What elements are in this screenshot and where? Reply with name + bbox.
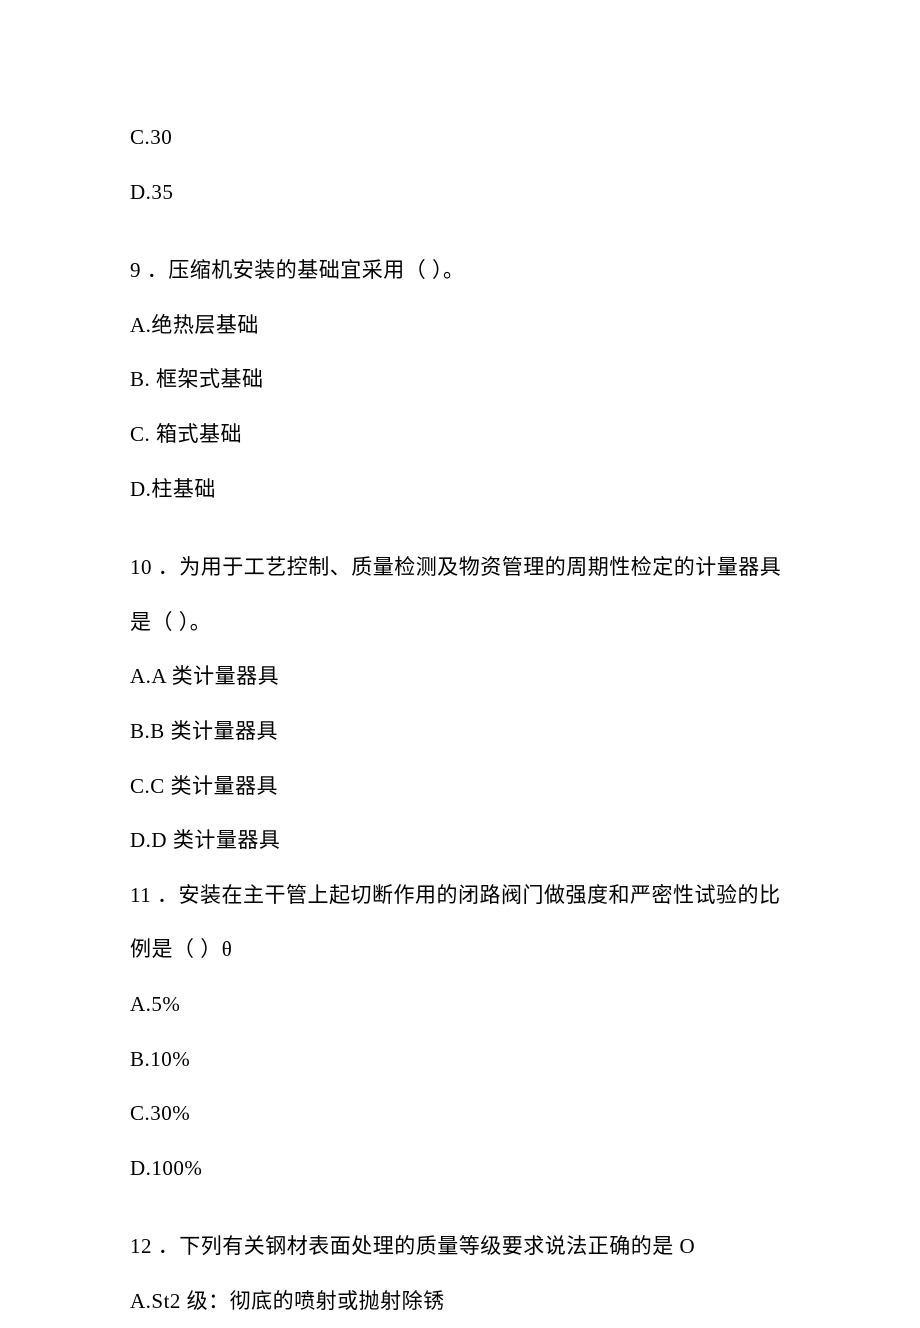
option-text: C.30% xyxy=(130,1086,790,1141)
option-text: C. 箱式基础 xyxy=(130,407,790,462)
option-text: D.D 类计量器具 xyxy=(130,813,790,868)
spacer xyxy=(130,1195,790,1219)
option-text: C.30 xyxy=(130,110,790,165)
option-text: B. 框架式基础 xyxy=(130,352,790,407)
option-text: D.100% xyxy=(130,1141,790,1196)
question-text: 10 ．为用于工艺控制、质量检测及物资管理的周期性检定的计量器具 xyxy=(130,540,790,595)
question-text: 11 ．安装在主干管上起切断作用的闭路阀门做强度和严密性试验的比 xyxy=(130,868,790,923)
question-text: 是（ ）。 xyxy=(130,595,790,650)
question-text: 9 ．压缩机安装的基础宜采用（ ）。 xyxy=(130,243,790,298)
question-text: 12 ．下列有关钢材表面处理的质量等级要求说法正确的是 O xyxy=(130,1219,790,1274)
option-text: B.10% xyxy=(130,1032,790,1087)
option-text: A.A 类计量器具 xyxy=(130,649,790,704)
spacer xyxy=(130,516,790,540)
option-text: D.35 xyxy=(130,165,790,220)
option-text: A.绝热层基础 xyxy=(130,298,790,353)
option-text: C.C 类计量器具 xyxy=(130,759,790,814)
option-text: A.5% xyxy=(130,977,790,1032)
option-text: B.B 类计量器具 xyxy=(130,704,790,759)
option-text: D.柱基础 xyxy=(130,462,790,517)
question-text: 例是（ ）θ xyxy=(130,922,790,977)
spacer xyxy=(130,219,790,243)
